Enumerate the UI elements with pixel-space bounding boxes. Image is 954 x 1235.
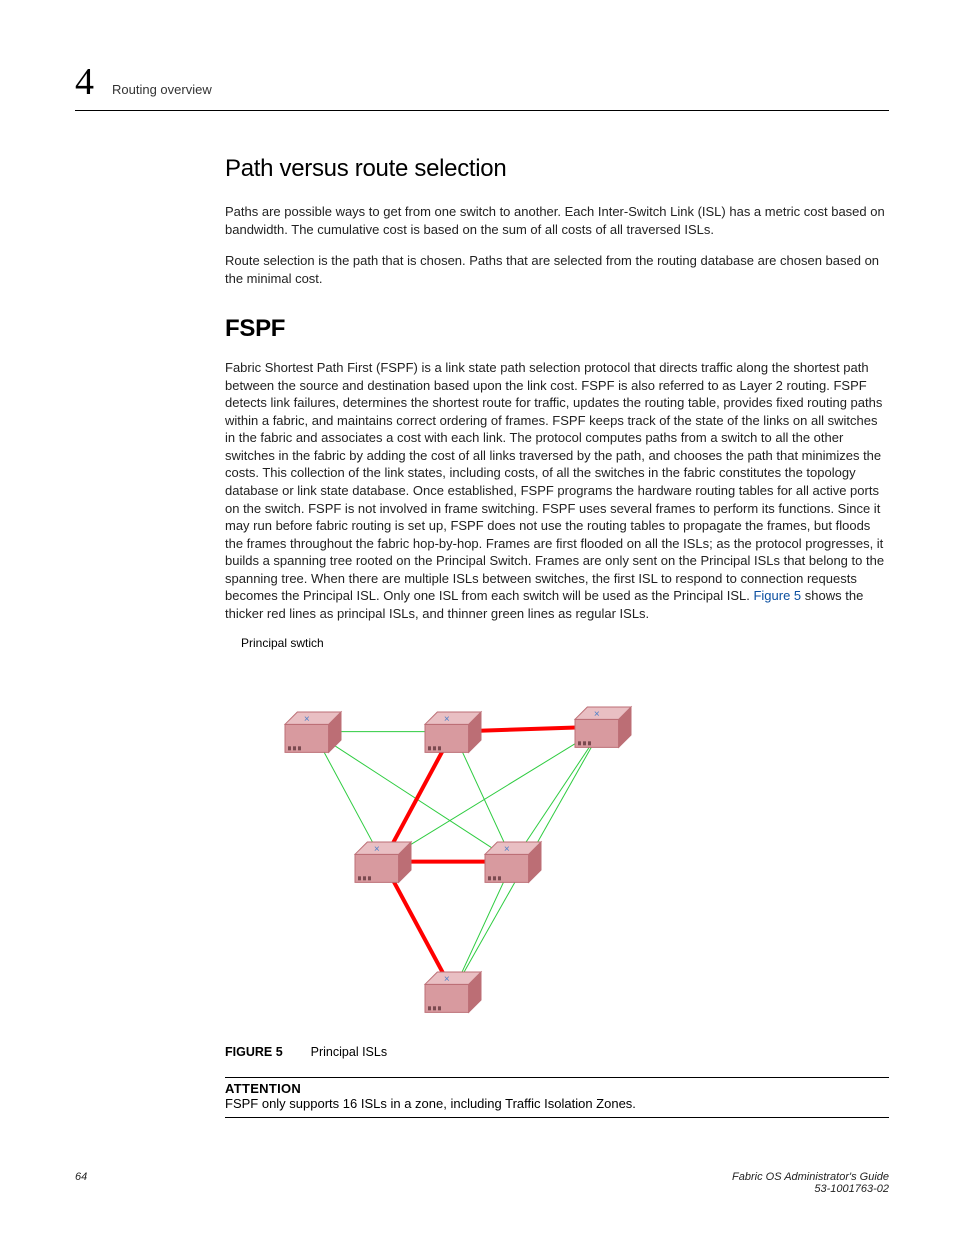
attention-text: FSPF only supports 16 ISLs in a zone, in… bbox=[225, 1096, 889, 1113]
switch-node: × bbox=[285, 712, 341, 752]
switch-node: × bbox=[425, 972, 481, 1012]
figure-caption-text: Principal ISLs bbox=[311, 1045, 387, 1059]
figure-5: Principal swtich × × × × × × FIGURE 5 Principa… bbox=[225, 636, 889, 1059]
attention-block: ATTENTION FSPF only supports 16 ISLs in … bbox=[225, 1077, 889, 1118]
fspf-body-a: Fabric Shortest Path First (FSPF) is a l… bbox=[225, 360, 884, 603]
section-label: Routing overview bbox=[112, 82, 212, 97]
page-footer: 64 Fabric OS Administrator's Guide 53-10… bbox=[75, 1171, 889, 1195]
attention-rule-bot bbox=[225, 1117, 889, 1118]
switch-node: × bbox=[485, 842, 541, 882]
heading-fspf: FSPF bbox=[225, 315, 889, 343]
footer-page-number: 64 bbox=[75, 1171, 87, 1195]
diagram-principal-label: Principal swtich bbox=[241, 636, 889, 650]
header-rule bbox=[75, 110, 889, 111]
switch-port-icon: × bbox=[304, 714, 310, 725]
footer-doc-info: Fabric OS Administrator's Guide 53-10017… bbox=[732, 1171, 889, 1195]
paragraph-route-selection: Route selection is the path that is chos… bbox=[225, 252, 889, 287]
page-header: 4 Routing overview bbox=[75, 60, 889, 104]
paragraph-paths: Paths are possible ways to get from one … bbox=[225, 203, 889, 238]
regular-isl-edge bbox=[383, 727, 603, 862]
switch-port-icon: × bbox=[374, 844, 380, 855]
switch-port-icon: × bbox=[444, 974, 450, 985]
attention-title: ATTENTION bbox=[225, 1081, 889, 1096]
switch-node: × bbox=[425, 712, 481, 752]
figure-caption-num: FIGURE 5 bbox=[225, 1045, 283, 1059]
switch-node: × bbox=[355, 842, 411, 882]
attention-rule-top bbox=[225, 1077, 889, 1078]
chapter-number: 4 bbox=[75, 60, 94, 104]
footer-doc-title: Fabric OS Administrator's Guide bbox=[732, 1171, 889, 1183]
heading-path-vs-route: Path versus route selection bbox=[225, 155, 889, 183]
main-content: Path versus route selection Paths are po… bbox=[225, 155, 889, 1118]
switch-node: × bbox=[575, 707, 631, 747]
switch-port-icon: × bbox=[444, 714, 450, 725]
footer-doc-num: 53-1001763-02 bbox=[732, 1183, 889, 1195]
figure-caption: FIGURE 5 Principal ISLs bbox=[225, 1045, 889, 1059]
paragraph-fspf: Fabric Shortest Path First (FSPF) is a l… bbox=[225, 359, 889, 622]
switch-port-icon: × bbox=[504, 844, 510, 855]
figure-xref[interactable]: Figure 5 bbox=[753, 588, 801, 603]
switch-port-icon: × bbox=[594, 709, 600, 720]
network-diagram: × × × × × × bbox=[225, 652, 645, 1032]
